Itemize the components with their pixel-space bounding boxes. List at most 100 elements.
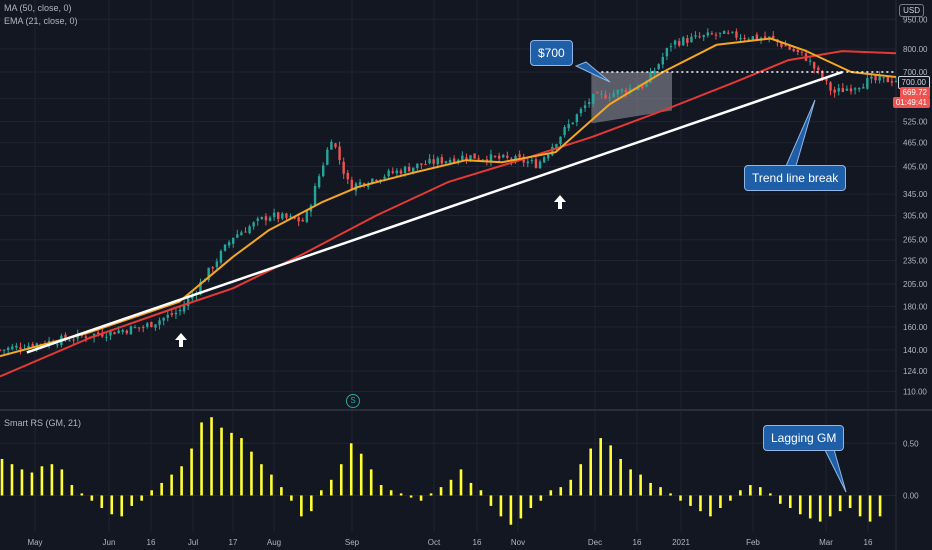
rs-bar (40, 466, 44, 496)
candle-body (649, 72, 652, 83)
candle-body (31, 344, 34, 348)
rs-bar (848, 495, 852, 508)
candle-body (677, 41, 681, 46)
candle-body (338, 146, 341, 161)
rs-indicator-label[interactable]: Smart RS (GM, 21) (4, 418, 82, 428)
candle-body (358, 182, 362, 185)
lagging-gm-callout: Lagging GM (763, 425, 845, 451)
candle-body (268, 217, 272, 221)
rs-bar (639, 474, 642, 496)
candle-body (150, 321, 153, 328)
split-event-marker[interactable]: S (346, 394, 360, 408)
candle-body (538, 161, 542, 169)
rs-bar (70, 485, 74, 496)
candle-body (2, 349, 6, 351)
currency-badge[interactable]: USD (899, 4, 924, 17)
candle-body (101, 333, 104, 337)
candle-body (412, 167, 415, 173)
candle-body (407, 166, 411, 172)
rs-bar (290, 495, 293, 501)
rs-bar (359, 453, 363, 496)
candle-body (436, 158, 439, 165)
candle-body (714, 34, 718, 36)
candle-body (718, 32, 722, 34)
candle-body (767, 36, 771, 38)
rs-bar (599, 438, 602, 496)
candle-body (232, 237, 235, 244)
candle-body (457, 159, 460, 162)
candle-body (563, 127, 566, 136)
candle-body (129, 326, 133, 335)
candle-body (64, 334, 67, 340)
candle-body (211, 267, 214, 269)
candle-body (874, 75, 877, 81)
candle-body (780, 42, 783, 47)
candle-body (751, 36, 755, 41)
ema-indicator-label[interactable]: EMA (21, close, 0) (4, 16, 78, 26)
rs-bar (409, 495, 413, 498)
candle-body (416, 163, 419, 169)
candle-body (604, 94, 607, 99)
candle-body (215, 261, 219, 268)
candle-body (821, 71, 824, 80)
candle-body (420, 163, 423, 165)
rs-bar (60, 469, 64, 496)
candle-body (444, 161, 448, 163)
candle-body (207, 267, 210, 281)
price-tick-label: 265.00 (903, 236, 928, 245)
candle-body (526, 161, 529, 164)
candle-body (227, 242, 231, 246)
candle-body (137, 327, 141, 329)
rs-bar (270, 474, 273, 496)
rs-bar (180, 466, 183, 496)
candle-body (297, 217, 300, 222)
candle-body (170, 313, 174, 315)
candle-body (706, 32, 709, 36)
candle-body (669, 46, 673, 48)
rs-bar (868, 495, 872, 522)
rs-bar (769, 493, 772, 496)
candle-body (600, 93, 603, 95)
rs-bar (329, 479, 333, 496)
candle-body (96, 332, 100, 335)
candle-body (158, 320, 161, 325)
candle-body (117, 330, 120, 334)
candle-body (187, 298, 190, 306)
candle-body (587, 102, 591, 105)
rs-bar (828, 495, 832, 517)
candle-body (763, 36, 767, 39)
rs-bar (10, 464, 14, 496)
candle-body (223, 244, 227, 251)
candle-body (387, 170, 390, 177)
time-tick-label: Jun (103, 538, 116, 547)
rs-bar (389, 490, 393, 496)
price-tick-label: 110.00 (903, 388, 927, 397)
price-700-callout: $700 (530, 40, 573, 66)
rs-bar (679, 495, 682, 501)
rs-bar (649, 482, 652, 496)
rs-bar (569, 479, 573, 496)
ma-indicator-label[interactable]: MA (50, close, 0) (4, 3, 72, 13)
candle-body (886, 76, 890, 83)
price-tick-label: 124.00 (903, 367, 928, 376)
rs-bar (499, 495, 503, 517)
candle-body (866, 78, 869, 89)
time-tick-label: Jul (188, 538, 198, 547)
candle-body (542, 157, 546, 163)
candle-body (890, 81, 894, 83)
candle-body (894, 80, 898, 82)
candle-body (240, 232, 243, 236)
up-arrow-jun (175, 333, 187, 347)
time-tick-label: 17 (229, 538, 238, 547)
candle-body (428, 158, 431, 164)
price-tick-label: 405.00 (903, 162, 928, 171)
candle-body (19, 347, 22, 350)
rs-bar (729, 495, 732, 501)
rs-bar (629, 469, 632, 496)
candle-body (6, 347, 10, 351)
candle-body (465, 157, 468, 160)
candle-body (583, 105, 587, 109)
candle-body (673, 40, 677, 45)
price-tick-label: 345.00 (903, 190, 928, 199)
